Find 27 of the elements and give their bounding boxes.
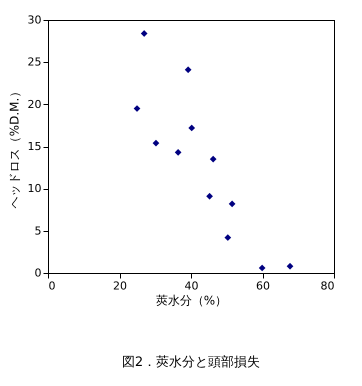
point [184,66,192,74]
point [140,30,148,37]
x-tick-label: 40 [184,280,198,292]
y-tick-label: 25 [28,56,42,69]
point [210,156,217,163]
y-tick-label: 10 [28,182,42,196]
y-tick-label: 0 [34,266,42,280]
y-tick-label: 5 [34,224,42,238]
point [174,149,182,156]
y-tick-label: 15 [28,140,42,153]
x-tick-label: 0 [48,280,56,292]
x-tick-label: 20 [113,280,127,292]
point [152,140,160,146]
point [206,192,213,200]
point [258,264,266,272]
point [188,124,196,132]
x-axis-title: 莢水分（%） [156,294,228,308]
point [134,105,140,112]
y-axis-title: ヘッドロス（%D.M.） [8,86,22,208]
x-tick-label: 80 [320,280,334,292]
point [224,234,232,241]
y-tick-label: 20 [28,98,42,111]
point [228,200,236,208]
x-tick-label: 60 [256,280,270,292]
text: 図2．莢水分と頭部損失 [122,355,260,370]
y-tick-label: 30 [28,14,42,26]
point [286,262,294,270]
